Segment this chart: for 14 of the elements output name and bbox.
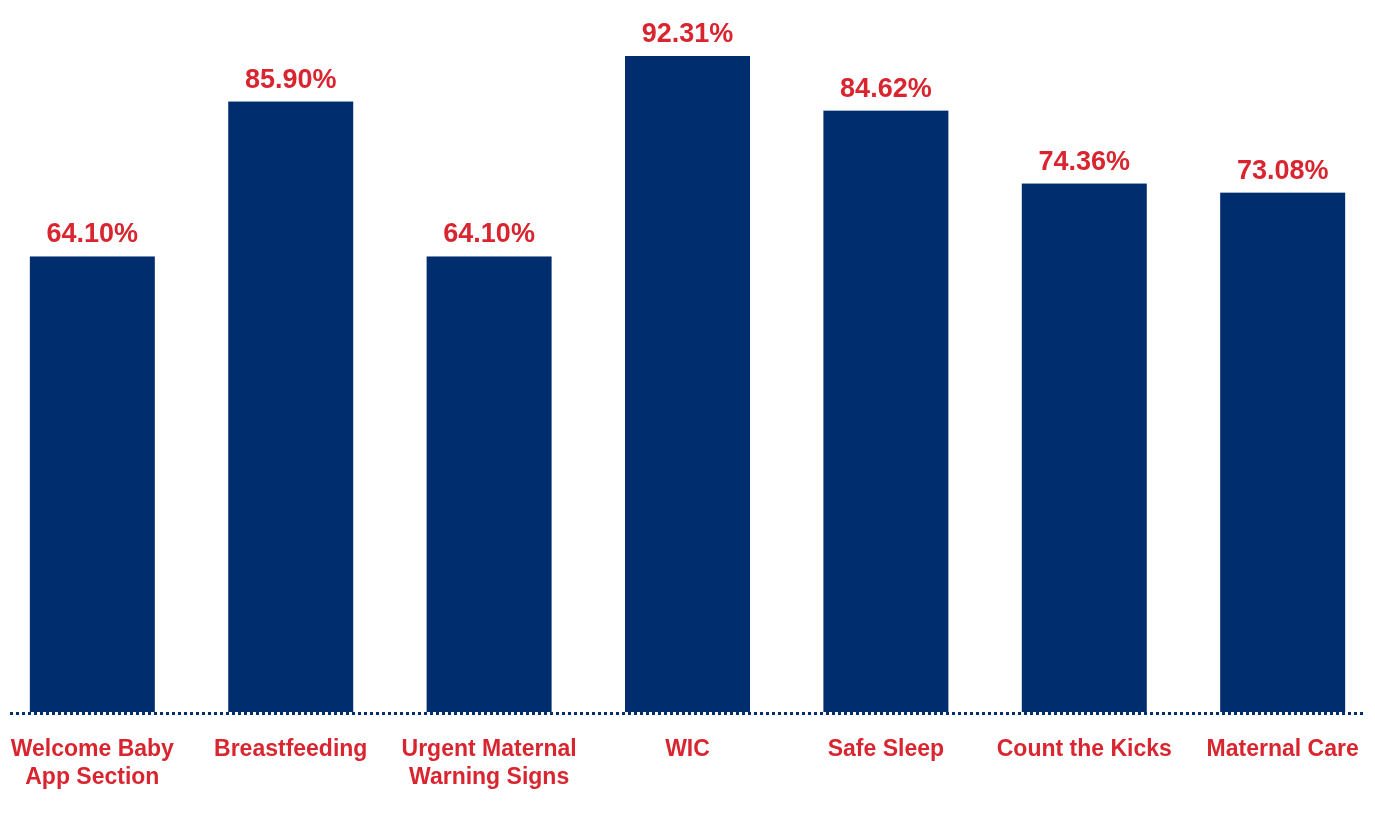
x-tick-label: Breastfeeding — [214, 735, 368, 761]
data-label: 74.36% — [1038, 145, 1131, 176]
x-tick-label: Count the Kicks — [996, 735, 1172, 761]
data-label: 64.10% — [46, 218, 139, 249]
data-label: 92.31% — [641, 18, 734, 48]
data-label: 85.90% — [244, 63, 337, 94]
x-tick-label: Welcome Baby App Section — [10, 735, 175, 789]
data-label: 84.62% — [840, 72, 932, 103]
x-tick-label: Maternal Care — [1206, 735, 1359, 761]
x-tick-label: WIC — [665, 735, 710, 761]
data-label: 64.10% — [443, 218, 535, 249]
x-tick-label: Safe Sleep — [827, 735, 945, 761]
data-label: 73.08% — [1236, 154, 1329, 185]
x-tick-label: Urgent Maternal Warning Signs — [401, 735, 577, 789]
